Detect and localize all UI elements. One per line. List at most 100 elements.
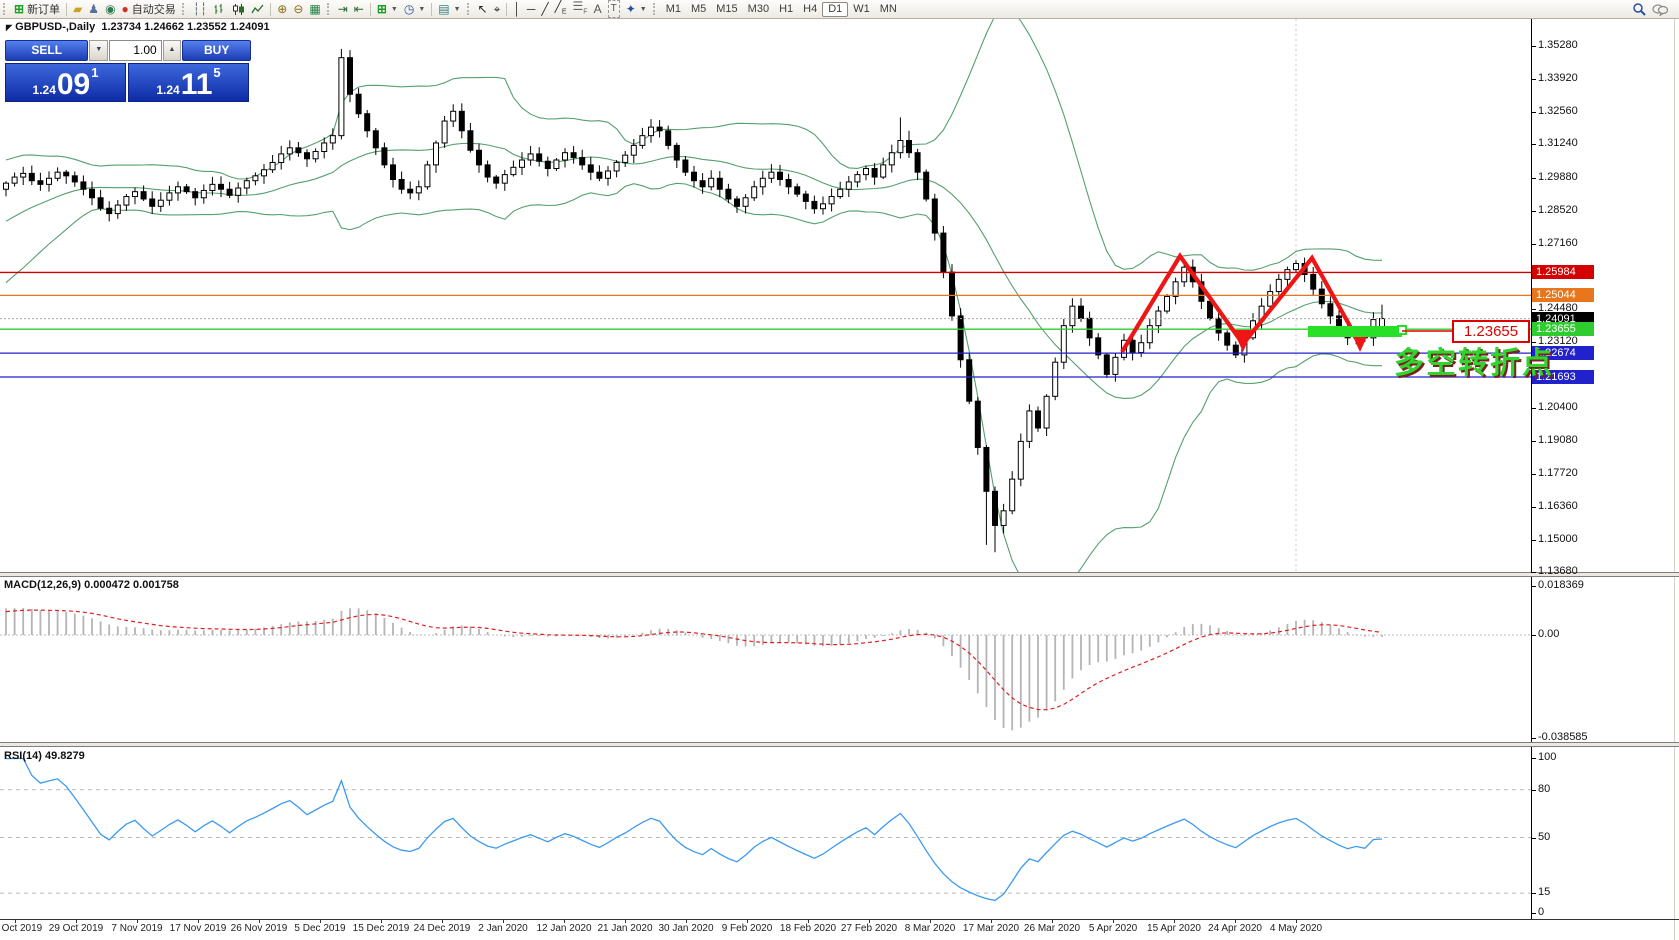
macd-pane-separator[interactable]	[0, 572, 1679, 577]
macd-tick-mark	[1531, 635, 1536, 636]
tick-chart-icon: ┆┆	[192, 2, 208, 16]
one-click-trading-panel: SELL ▼ 1.00 ▲ BUY 1.24 09 1 1.24 11 5	[5, 40, 251, 102]
candle-chart-button[interactable]	[229, 1, 248, 17]
rsi-tick-label: 50	[1538, 831, 1551, 843]
candles-layer	[3, 48, 1385, 553]
rsi-tick-mark	[1531, 893, 1536, 894]
eraser-button[interactable]: ▰	[70, 1, 85, 17]
line-chart-button[interactable]	[248, 1, 267, 17]
templates-button[interactable]: ▤ ▼	[435, 1, 463, 17]
volume-decrease-button[interactable]: ▼	[89, 40, 109, 61]
signal-button[interactable]: ◉	[102, 1, 118, 17]
horizontal-lines[interactable]	[0, 271, 1531, 378]
date-tick-label: 26 Nov 2019	[230, 923, 288, 934]
price-callout-box[interactable]: 1.23655	[1452, 320, 1530, 343]
zoom-out-button[interactable]: ⊖	[290, 1, 306, 17]
date-tick-mark	[1174, 919, 1175, 923]
trendline-icon: ╱	[541, 2, 549, 16]
zigzag-arrowhead	[1233, 330, 1253, 352]
chart-shift-button[interactable]: ⇤	[351, 1, 367, 17]
volume-increase-button[interactable]: ▲	[162, 40, 182, 61]
tf-button-M30[interactable]: M30	[747, 2, 770, 15]
tile-windows-button[interactable]: ▦	[306, 1, 323, 17]
tf-button-M5[interactable]: M5	[690, 2, 707, 15]
tf-button-H1[interactable]: H1	[779, 2, 794, 15]
signal-icon: ◉	[105, 2, 116, 16]
sell-price-display[interactable]: 1.24 09 1	[5, 63, 126, 102]
profile-button[interactable]: ♟	[85, 1, 102, 17]
autotrading-icon: ●	[121, 2, 129, 16]
date-tick-label: 24 Apr 2020	[1208, 923, 1262, 934]
price-tick-label: 1.32560	[1538, 105, 1578, 118]
indicators-button[interactable]: ⊞ ▼	[374, 1, 401, 17]
horizontal-line-tool[interactable]: ─	[524, 1, 539, 17]
tick-chart-button[interactable]: ┆┆	[190, 1, 210, 17]
rsi-label: RSI(14) 49.8279	[4, 750, 85, 762]
support-zone-bar[interactable]	[1308, 326, 1402, 337]
toolbar-grip	[3, 3, 8, 15]
buy-button[interactable]: BUY	[182, 40, 251, 61]
date-tick-label: 4 May 2020	[1269, 923, 1323, 934]
volume-input[interactable]: 1.00	[109, 40, 162, 61]
date-tick-label: 17 Nov 2019	[169, 923, 227, 934]
tf-button-D1[interactable]: D1	[822, 1, 849, 17]
zoom-in-button[interactable]: ⊕	[274, 1, 290, 17]
rsi-pane-separator[interactable]	[0, 742, 1679, 747]
search-button[interactable]	[1629, 1, 1649, 17]
crosshair-button[interactable]: ⌖	[491, 1, 504, 17]
price-tick-label: 1.29880	[1538, 170, 1578, 183]
tf-button-M1[interactable]: M1	[665, 2, 681, 15]
price-tick-mark	[1531, 177, 1536, 179]
date-tick-label: 2 Jan 2020	[478, 923, 528, 934]
date-tick-label: 15 Dec 2019	[352, 923, 410, 934]
autotrading-button[interactable]: ● 自动交易	[119, 1, 179, 17]
rsi-tick-label: 80	[1538, 783, 1551, 795]
price-tick-mark	[1531, 309, 1536, 311]
turning-point-annotation[interactable]: 多空转折点	[1394, 347, 1554, 380]
auto-scroll-button[interactable]: ⇥	[335, 1, 351, 17]
date-tick-mark	[503, 919, 504, 923]
rsi-line	[5, 757, 1383, 902]
date-tick-label: 24 Dec 2019	[413, 923, 471, 934]
arrows-tool[interactable]: A	[591, 1, 605, 17]
bb-lower-band	[5, 182, 1382, 572]
buy-price-pips: 11	[180, 68, 213, 101]
new-order-button[interactable]: ⊞ 新订单	[11, 1, 63, 17]
rsi-pane-layer	[0, 757, 1531, 902]
price-tick-label: 1.15000	[1538, 533, 1578, 546]
channel-tool[interactable]: ╱E	[552, 0, 570, 17]
price-line-badge-1.25044: 1.25044	[1532, 288, 1594, 303]
vertical-line-tool[interactable]: │	[510, 1, 524, 17]
macd-values: 0.000472 0.001758	[84, 579, 179, 591]
date-tick-mark	[930, 919, 931, 923]
price-tick-mark	[1531, 210, 1536, 212]
text-tool[interactable]: T	[605, 0, 623, 18]
cursor-button[interactable]: ↖	[475, 1, 491, 17]
rsi-tick-mark	[1531, 838, 1536, 839]
price-axis-line	[1531, 18, 1532, 919]
window-right-edge	[1674, 18, 1675, 940]
templates-icon: ▤	[438, 2, 450, 16]
sell-button[interactable]: SELL	[5, 40, 89, 61]
price-tick-label: 1.16360	[1538, 499, 1578, 512]
price-tick-mark	[1531, 243, 1536, 245]
bar-chart-button[interactable]	[210, 1, 229, 17]
tf-button-MN[interactable]: MN	[879, 2, 897, 15]
autotrading-label: 自动交易	[131, 4, 176, 16]
shapes-tool[interactable]: ✦ ▼	[623, 1, 650, 17]
text-tool-icon: T	[607, 0, 620, 18]
trendline-tool[interactable]: ╱	[538, 1, 551, 17]
line-selection-marker[interactable]	[1397, 325, 1407, 335]
date-tick-label: 5 Dec 2019	[294, 923, 346, 934]
chat-button[interactable]	[1649, 1, 1671, 17]
tf-button-W1[interactable]: W1	[853, 2, 870, 15]
tf-button-M15[interactable]: M15	[716, 2, 738, 15]
macd-tick-mark	[1531, 586, 1536, 587]
date-tick-label: 21 Jan 2020	[597, 923, 653, 934]
price-tick-label: 1.24480	[1538, 302, 1578, 315]
periods-button[interactable]: ◷ ▼	[401, 1, 428, 17]
tf-button-H4[interactable]: H4	[803, 2, 818, 15]
fibonacci-tool[interactable]: ☰F	[570, 0, 591, 17]
buy-price-display[interactable]: 1.24 11 5	[128, 63, 249, 102]
